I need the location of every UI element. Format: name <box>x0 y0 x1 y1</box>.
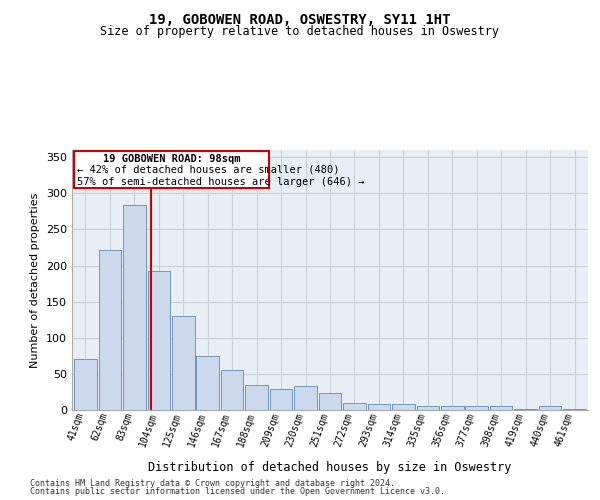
Bar <box>539 406 562 410</box>
Bar <box>98 250 121 410</box>
Text: 19 GOBOWEN ROAD: 98sqm: 19 GOBOWEN ROAD: 98sqm <box>103 154 241 164</box>
Bar <box>368 404 390 410</box>
Bar <box>343 403 366 410</box>
Bar <box>221 370 244 410</box>
Bar <box>270 389 292 410</box>
Text: Contains HM Land Registry data © Crown copyright and database right 2024.: Contains HM Land Registry data © Crown c… <box>30 478 395 488</box>
Bar <box>466 406 488 410</box>
Bar <box>319 394 341 410</box>
FancyBboxPatch shape <box>74 152 269 188</box>
Bar <box>392 404 415 410</box>
Bar <box>74 360 97 410</box>
Bar <box>123 205 146 410</box>
Text: Size of property relative to detached houses in Oswestry: Size of property relative to detached ho… <box>101 25 499 38</box>
Text: 57% of semi-detached houses are larger (646) →: 57% of semi-detached houses are larger (… <box>77 178 364 188</box>
Bar <box>148 272 170 410</box>
Y-axis label: Number of detached properties: Number of detached properties <box>31 192 40 368</box>
Bar <box>294 386 317 410</box>
Bar <box>245 384 268 410</box>
Text: 19, GOBOWEN ROAD, OSWESTRY, SY11 1HT: 19, GOBOWEN ROAD, OSWESTRY, SY11 1HT <box>149 12 451 26</box>
Bar <box>441 406 464 410</box>
Bar <box>416 406 439 410</box>
Bar <box>563 408 586 410</box>
Bar <box>490 406 512 410</box>
Text: ← 42% of detached houses are smaller (480): ← 42% of detached houses are smaller (48… <box>77 164 340 174</box>
Text: Distribution of detached houses by size in Oswestry: Distribution of detached houses by size … <box>148 461 512 474</box>
Text: Contains public sector information licensed under the Open Government Licence v3: Contains public sector information licen… <box>30 487 445 496</box>
Bar <box>196 356 219 410</box>
Bar <box>172 316 194 410</box>
